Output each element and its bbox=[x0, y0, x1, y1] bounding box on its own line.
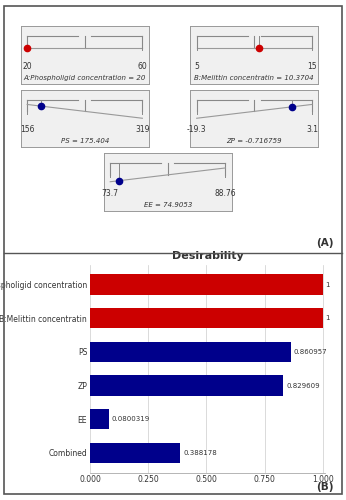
Bar bbox=[90, 376, 283, 396]
Text: 1: 1 bbox=[326, 315, 330, 321]
Bar bbox=[90, 342, 291, 362]
Text: EE = 74.9053: EE = 74.9053 bbox=[144, 202, 192, 207]
Text: 60: 60 bbox=[137, 62, 147, 70]
Text: 5: 5 bbox=[194, 62, 199, 70]
Text: 88.76: 88.76 bbox=[215, 188, 236, 198]
Text: PS = 175.404: PS = 175.404 bbox=[61, 138, 109, 144]
Text: 1: 1 bbox=[326, 282, 330, 288]
Bar bbox=[90, 409, 109, 430]
Text: 156: 156 bbox=[20, 125, 34, 134]
Title: Desirability: Desirability bbox=[172, 252, 244, 262]
Text: 3.1: 3.1 bbox=[306, 125, 318, 134]
Bar bbox=[90, 308, 323, 328]
Text: -19.3: -19.3 bbox=[187, 125, 207, 134]
Text: 0.388178: 0.388178 bbox=[183, 450, 217, 456]
Text: 15: 15 bbox=[307, 62, 317, 70]
Text: 0.0800319: 0.0800319 bbox=[111, 416, 150, 422]
Text: B:Melittin concentratin = 10.3704: B:Melittin concentratin = 10.3704 bbox=[194, 74, 314, 80]
Text: (A): (A) bbox=[316, 238, 334, 248]
Text: 319: 319 bbox=[135, 125, 149, 134]
Text: 0.860957: 0.860957 bbox=[293, 349, 327, 355]
Text: A:Phospholigid concentration = 20: A:Phospholigid concentration = 20 bbox=[24, 74, 146, 80]
Text: 20: 20 bbox=[22, 62, 32, 70]
Text: 0.829609: 0.829609 bbox=[286, 382, 320, 388]
Text: 73.7: 73.7 bbox=[102, 188, 119, 198]
Text: (B): (B) bbox=[316, 482, 334, 492]
Bar bbox=[90, 443, 180, 463]
Text: ZP = -0.716759: ZP = -0.716759 bbox=[227, 138, 282, 144]
Bar bbox=[90, 274, 323, 294]
